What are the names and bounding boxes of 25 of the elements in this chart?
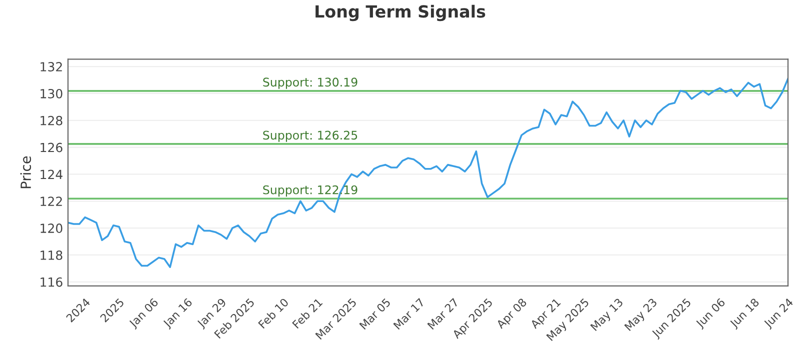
x-tick-label: Mar 27	[427, 298, 459, 330]
x-tick-label: Mar 17	[393, 298, 425, 330]
x-tick-label: Feb 21	[292, 298, 323, 329]
x-tick-label: Apr 08	[496, 298, 529, 331]
x-tick-label: Jan 16	[162, 298, 194, 330]
ref-line-label: Support: 130.19	[263, 78, 358, 89]
x-tick-label: Feb 10	[258, 298, 289, 329]
x-tick-label: Jan 06	[128, 298, 160, 330]
y-tick-label: 118	[40, 250, 62, 260]
y-axis-title: Price	[20, 156, 32, 188]
x-tick-label: Mar 05	[359, 298, 391, 330]
y-tick-label: 132	[40, 62, 62, 72]
chart-title: Long Term Signals	[316, 4, 486, 22]
y-tick-label: 124	[40, 170, 62, 179]
y-tick-label: 130	[40, 88, 62, 98]
y-tick-label: 126	[40, 142, 62, 152]
x-tick-label: Jun 06	[694, 298, 728, 330]
y-tick-label: 116	[40, 277, 62, 287]
line-series	[68, 78, 788, 268]
y-tick-label: 120	[40, 224, 62, 233]
x-tick-label: Jun 24	[762, 298, 796, 330]
ref-line-label: Support: 126.25	[263, 130, 358, 142]
y-tick-label: 122	[40, 196, 62, 206]
x-tick-label: Jun 18	[728, 298, 761, 330]
y-tick-label: 128	[40, 116, 62, 126]
